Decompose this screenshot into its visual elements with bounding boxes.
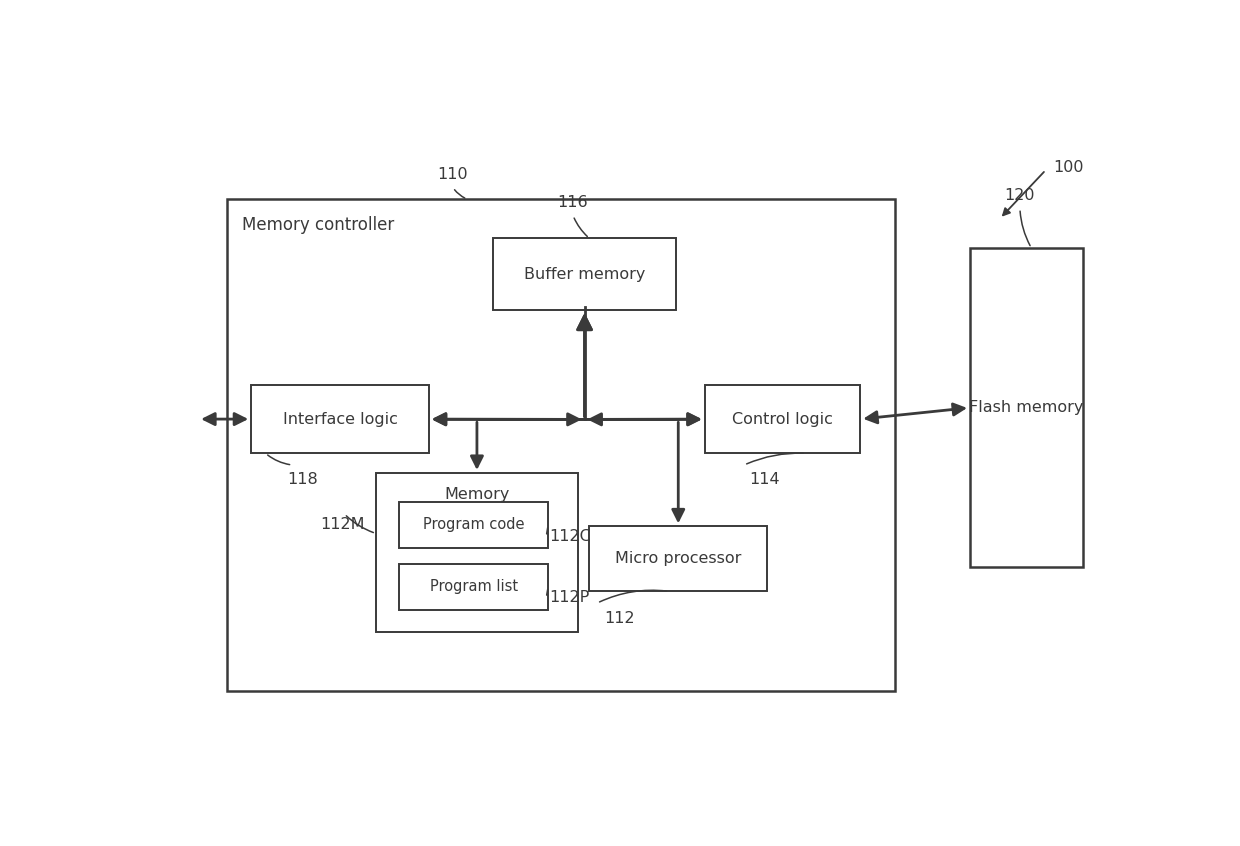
Text: Micro processor: Micro processor bbox=[615, 552, 742, 566]
Text: Buffer memory: Buffer memory bbox=[523, 266, 645, 282]
Text: 112: 112 bbox=[605, 611, 635, 626]
Text: Memory: Memory bbox=[444, 487, 510, 503]
Bar bbox=[376, 473, 578, 633]
Text: Memory controller: Memory controller bbox=[243, 216, 394, 233]
Text: Control logic: Control logic bbox=[732, 412, 833, 426]
Text: 116: 116 bbox=[558, 195, 588, 211]
Bar bbox=[494, 239, 676, 310]
Bar bbox=[399, 564, 548, 610]
Text: 100: 100 bbox=[1054, 160, 1084, 175]
Text: 120: 120 bbox=[1004, 188, 1035, 203]
Bar bbox=[970, 248, 1084, 568]
Text: Flash memory: Flash memory bbox=[970, 400, 1084, 415]
Bar bbox=[250, 385, 429, 453]
Text: Interface logic: Interface logic bbox=[283, 412, 398, 426]
Text: 110: 110 bbox=[438, 168, 469, 182]
Text: Program code: Program code bbox=[423, 518, 525, 532]
Text: 118: 118 bbox=[288, 471, 319, 486]
Bar bbox=[589, 526, 768, 591]
Text: Program list: Program list bbox=[429, 580, 517, 595]
Bar bbox=[399, 503, 548, 547]
Bar bbox=[227, 200, 895, 691]
Text: 112P: 112P bbox=[549, 591, 589, 606]
Text: 112M: 112M bbox=[320, 517, 365, 532]
Text: 114: 114 bbox=[749, 471, 780, 486]
Bar bbox=[704, 385, 861, 453]
Text: 112C: 112C bbox=[549, 529, 590, 544]
